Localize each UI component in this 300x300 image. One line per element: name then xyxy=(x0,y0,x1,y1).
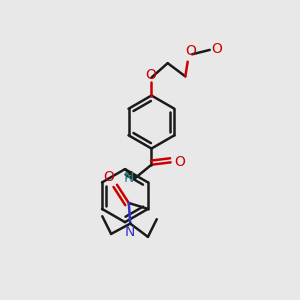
Text: O: O xyxy=(174,155,185,169)
Text: O: O xyxy=(103,169,114,184)
Text: H: H xyxy=(124,171,133,181)
Text: N: N xyxy=(125,225,135,239)
Text: O: O xyxy=(185,44,196,58)
Text: O: O xyxy=(211,42,222,56)
Text: O: O xyxy=(146,68,156,82)
Text: N: N xyxy=(123,171,134,185)
